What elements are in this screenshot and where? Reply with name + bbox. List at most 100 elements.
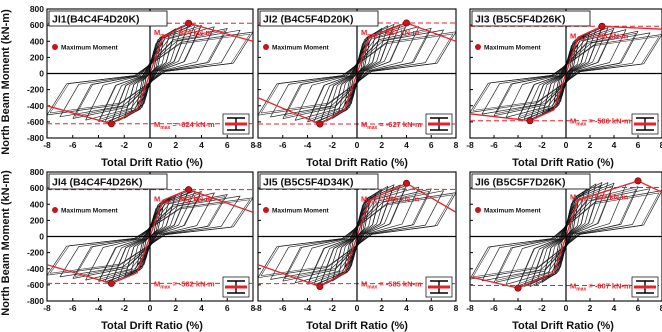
hysteresis-loop (59, 195, 241, 278)
x-tick-label: -6 (490, 303, 498, 313)
x-tick-label: 8 (251, 303, 256, 313)
hysteresis-loop (260, 194, 454, 276)
x-tick-label: -4 (514, 140, 522, 150)
x-tick-label: 4 (199, 140, 204, 150)
x-tick-label: 2 (379, 140, 384, 150)
x-tick-label: 6 (636, 140, 641, 150)
y-tick-label: -800 (27, 296, 44, 306)
mmax-positive-label: Mmax = 627 kN-m (361, 28, 419, 39)
hysteresis-loop (74, 196, 226, 277)
y-tick-label: 400 (30, 199, 44, 209)
panel-title: JI2 (B4C5F4D20K) (263, 14, 353, 26)
hysteresis-loop (481, 188, 651, 282)
x-tick-label: 8 (660, 140, 662, 150)
y-tick-label: -200 (27, 248, 44, 258)
hysteresis-loop (284, 190, 430, 280)
specimen-section-icon (425, 276, 453, 298)
chart-panel-ji6: -8 -6 -4 -2 0 2 4 6 8 JI6 (B5C5F7D26K) Maximum Mom… (466, 171, 662, 313)
x-tick-label: 0 (148, 140, 153, 150)
legend-label: Maximum Moment (61, 208, 119, 215)
x-tick-label: -8 (43, 303, 51, 313)
x-tick-label: 0 (564, 303, 569, 313)
panel-title: JI1(B4C4F4D20K) (52, 14, 140, 26)
y-tick-label: -600 (27, 117, 44, 127)
x-tick-label: -2 (120, 140, 128, 150)
panel-title: JI5 (B5C5F4D34K) (263, 177, 353, 189)
hysteresis-loop (104, 190, 196, 283)
x-tick-label: -2 (120, 303, 128, 313)
legend-marker (52, 207, 58, 213)
x-tick-label: -4 (304, 303, 312, 313)
y-tick-label: -400 (27, 101, 44, 111)
chart-panel-ji4: -8 -6 -4 -2 0 2 4 6 8 800 600 400 200 0 -200 -400 -600 -8… (27, 167, 256, 313)
hysteresis-loop (313, 24, 401, 123)
hysteresis-loop (85, 192, 215, 281)
max-moment-point-negative (107, 120, 115, 128)
y-axis-label-top: North Beam Moment (kN-m) (0, 9, 12, 155)
x-tick-label: -6 (490, 140, 498, 150)
hysteresis-loop (320, 186, 394, 283)
x-tick-label: 4 (404, 140, 409, 150)
mmax-negative-label: Mmax = -585 kN-m (361, 280, 422, 291)
specimen-section-icon (222, 276, 250, 298)
x-tick-label: -8 (43, 140, 51, 150)
chart-panel-ji3: -8 -6 -4 -2 0 2 4 6 8 JI3 (B5C5F4D26K) Maximum Mom… (466, 8, 662, 150)
chart-panel-ji5: -8 -6 -4 -2 0 2 4 6 8 JI5 (B5C5F4D34K) Maximum Mom… (254, 171, 459, 313)
max-moment-point-negative (107, 279, 115, 287)
hysteresis-loop (325, 25, 389, 122)
hysteresis-curves (258, 23, 456, 124)
x-axis-label-1: Total Drift Ratio (%) (101, 157, 203, 169)
mmax-positive-label: Mmax = 607 kN-m (570, 193, 628, 204)
hysteresis-loop (325, 185, 389, 285)
x-tick-label: 0 (564, 140, 569, 150)
panel-title-box (259, 173, 379, 190)
x-tick-label: -8 (466, 140, 474, 150)
chart-panel-ji2: -8 -6 -4 -2 0 2 4 6 8 JI2 (B4C5F4D20K) Maximum Mom… (254, 8, 459, 150)
x-tick-label: 6 (636, 303, 641, 313)
x-tick-label: 2 (588, 303, 593, 313)
x-tick-label: -6 (279, 140, 287, 150)
max-moment-point-positive (402, 179, 410, 187)
hysteresis-loop (117, 25, 183, 122)
mmax-positive-label: Mmax = 585 kN-m (361, 194, 419, 205)
x-tick-label: 2 (379, 303, 384, 313)
hysteresis-loop (59, 29, 241, 118)
y-tick-label: 0 (39, 69, 44, 79)
x-tick-label: -8 (466, 303, 474, 313)
hysteresis-loop (523, 27, 609, 120)
x-tick-label: 6 (225, 140, 230, 150)
hysteresis-loop (320, 26, 394, 121)
hysteresis-loop (112, 26, 189, 121)
x-tick-label: 0 (355, 303, 360, 313)
hysteresis-loop (85, 26, 215, 121)
max-moment-point-positive (598, 22, 606, 30)
max-moment-point-positive (634, 177, 642, 185)
hysteresis-loop (270, 29, 444, 118)
panel-title-box (48, 10, 168, 27)
y-tick-label: 200 (30, 215, 44, 225)
x-tick-label: -4 (95, 140, 103, 150)
legend-label: Maximum Moment (272, 45, 330, 52)
panel-title-box (471, 10, 591, 27)
x-tick-label: -4 (304, 140, 312, 150)
panel-title: JI6 (B5C5F7D26K) (475, 177, 565, 189)
panel-title-box (471, 173, 591, 190)
hysteresis-loop (495, 32, 637, 114)
chart-panel-ji1: -8 -6 -4 -2 0 2 4 6 8 800 600 400 200 0 -200 -400 -600 -8… (27, 4, 256, 150)
legend-label: Maximum Moment (272, 208, 330, 215)
y-tick-label: -800 (27, 133, 44, 143)
hysteresis-loop (260, 33, 454, 114)
x-tick-label: 2 (588, 140, 593, 150)
max-moment-point-positive (402, 19, 410, 27)
x-tick-label: 4 (404, 303, 409, 313)
legend-marker (475, 44, 481, 50)
x-tick-label: -6 (279, 303, 287, 313)
x-axis-label-3: Total Drift Ratio (%) (512, 157, 614, 169)
max-moment-point-negative (316, 282, 324, 290)
legend-marker (52, 44, 58, 50)
mmax-negative-label: Mmax = -586 kN-m (570, 117, 631, 128)
x-tick-label: -2 (328, 303, 336, 313)
x-tick-label: 6 (429, 140, 434, 150)
hysteresis-loop (112, 192, 189, 281)
x-tick-label: 0 (355, 140, 360, 150)
